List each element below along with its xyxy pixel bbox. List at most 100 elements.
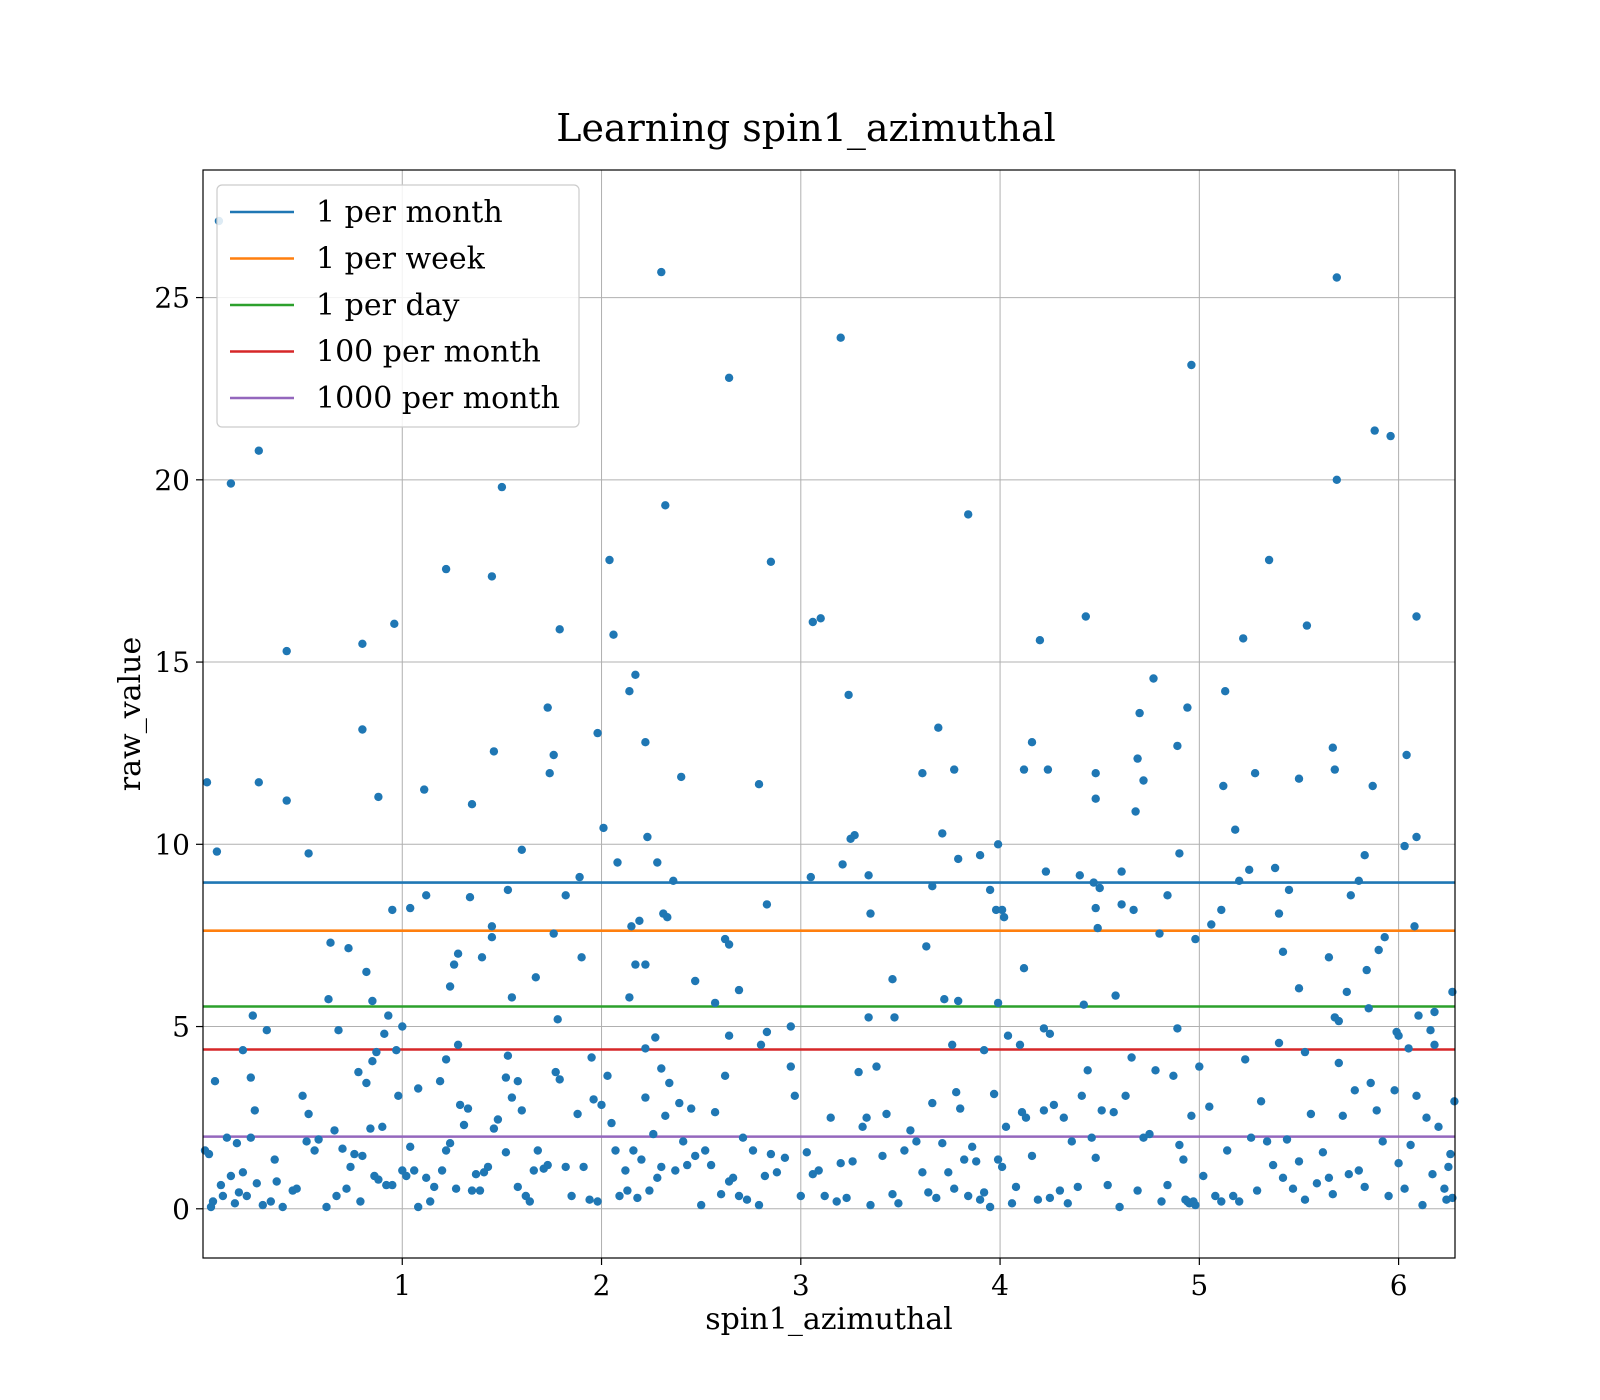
- data-point: [459, 1120, 469, 1130]
- data-point: [483, 1162, 493, 1172]
- data-point: [728, 1173, 738, 1183]
- data-point: [1157, 1197, 1166, 1206]
- data-point: [806, 872, 815, 882]
- y-tick-label: 20: [154, 464, 190, 497]
- data-point: [1366, 1078, 1375, 1088]
- data-point: [503, 1051, 513, 1060]
- data-point: [1073, 1182, 1083, 1192]
- data-point: [342, 1184, 351, 1193]
- data-point: [250, 1106, 259, 1115]
- data-point: [589, 1095, 598, 1104]
- data-point: [734, 1191, 744, 1201]
- data-point: [1039, 1106, 1049, 1115]
- data-point: [302, 1137, 311, 1146]
- data-point: [1384, 1191, 1393, 1201]
- data-point: [238, 1046, 248, 1055]
- data-point: [441, 564, 451, 574]
- data-point: [489, 747, 499, 756]
- data-point: [675, 1098, 684, 1108]
- data-point: [663, 913, 672, 922]
- legend: 1 per month 1 per week 1 per day 100 per mo…: [216, 184, 580, 428]
- data-point: [372, 1047, 381, 1057]
- data-point: [762, 900, 772, 909]
- data-point: [641, 960, 650, 969]
- data-point: [346, 1162, 355, 1172]
- data-point: [1067, 1137, 1077, 1146]
- data-point: [354, 1067, 363, 1077]
- data-point: [701, 1146, 710, 1155]
- data-point: [414, 1084, 423, 1093]
- data-point: [627, 922, 636, 931]
- data-point: [1041, 867, 1051, 876]
- data-point: [836, 1159, 845, 1168]
- data-point: [1011, 1182, 1021, 1192]
- data-point: [1278, 947, 1288, 956]
- data-point: [358, 1151, 367, 1161]
- data-point: [282, 796, 291, 805]
- data-point: [238, 1168, 248, 1177]
- data-point: [1231, 825, 1240, 834]
- data-point: [643, 832, 652, 842]
- data-point: [1444, 1162, 1453, 1172]
- data-point: [944, 1168, 953, 1177]
- data-point: [956, 1104, 965, 1113]
- data-point: [304, 1109, 313, 1119]
- data-point: [848, 1157, 857, 1166]
- data-point: [210, 1077, 220, 1086]
- data-point: [888, 975, 897, 984]
- data-point: [1264, 555, 1274, 565]
- data-point: [1338, 1111, 1348, 1121]
- data-point: [1133, 1186, 1142, 1195]
- data-point: [451, 1184, 461, 1193]
- data-point: [1404, 1044, 1413, 1053]
- data-point: [1169, 1071, 1178, 1081]
- data-point: [344, 944, 353, 953]
- data-point: [687, 1104, 696, 1113]
- data-point: [1145, 1129, 1154, 1139]
- data-point: [1001, 1122, 1011, 1132]
- data-point: [629, 1146, 638, 1155]
- data-point: [1173, 1024, 1182, 1033]
- data-point: [314, 1135, 323, 1144]
- data-point: [1127, 1053, 1136, 1062]
- data-point: [230, 1199, 240, 1208]
- data-point: [1187, 360, 1196, 370]
- data-point: [653, 1173, 662, 1183]
- data-point: [350, 1149, 359, 1159]
- data-point: [1179, 1155, 1188, 1164]
- y-tick-label: 15: [154, 646, 190, 679]
- data-point: [487, 572, 497, 581]
- data-point: [754, 780, 764, 789]
- data-point: [1133, 754, 1142, 763]
- data-point: [1175, 849, 1184, 858]
- data-point: [577, 953, 586, 962]
- data-point: [218, 1191, 228, 1201]
- data-point: [561, 1162, 570, 1172]
- data-point: [934, 723, 943, 732]
- data-point: [1091, 1153, 1100, 1163]
- data-point: [1121, 1091, 1130, 1101]
- data-point: [1081, 612, 1091, 621]
- data-point: [1284, 885, 1294, 895]
- data-point: [1223, 1146, 1232, 1155]
- data-point: [1043, 765, 1053, 774]
- data-point: [414, 1202, 423, 1212]
- data-point: [928, 882, 937, 891]
- data-point: [204, 1149, 214, 1159]
- data-point: [1418, 1200, 1427, 1210]
- data-point: [631, 670, 640, 679]
- data-point: [623, 1186, 632, 1195]
- data-point: [1334, 1058, 1344, 1068]
- data-point: [748, 1146, 758, 1155]
- data-point: [216, 1180, 226, 1190]
- data-point: [398, 1022, 407, 1031]
- data-point: [334, 1026, 343, 1035]
- data-point: [266, 1197, 275, 1206]
- data-point: [1378, 1137, 1387, 1146]
- data-point: [734, 985, 744, 995]
- data-point: [1189, 1197, 1198, 1206]
- data-point: [455, 1100, 465, 1110]
- data-point: [1055, 1186, 1065, 1195]
- data-point: [603, 1071, 612, 1081]
